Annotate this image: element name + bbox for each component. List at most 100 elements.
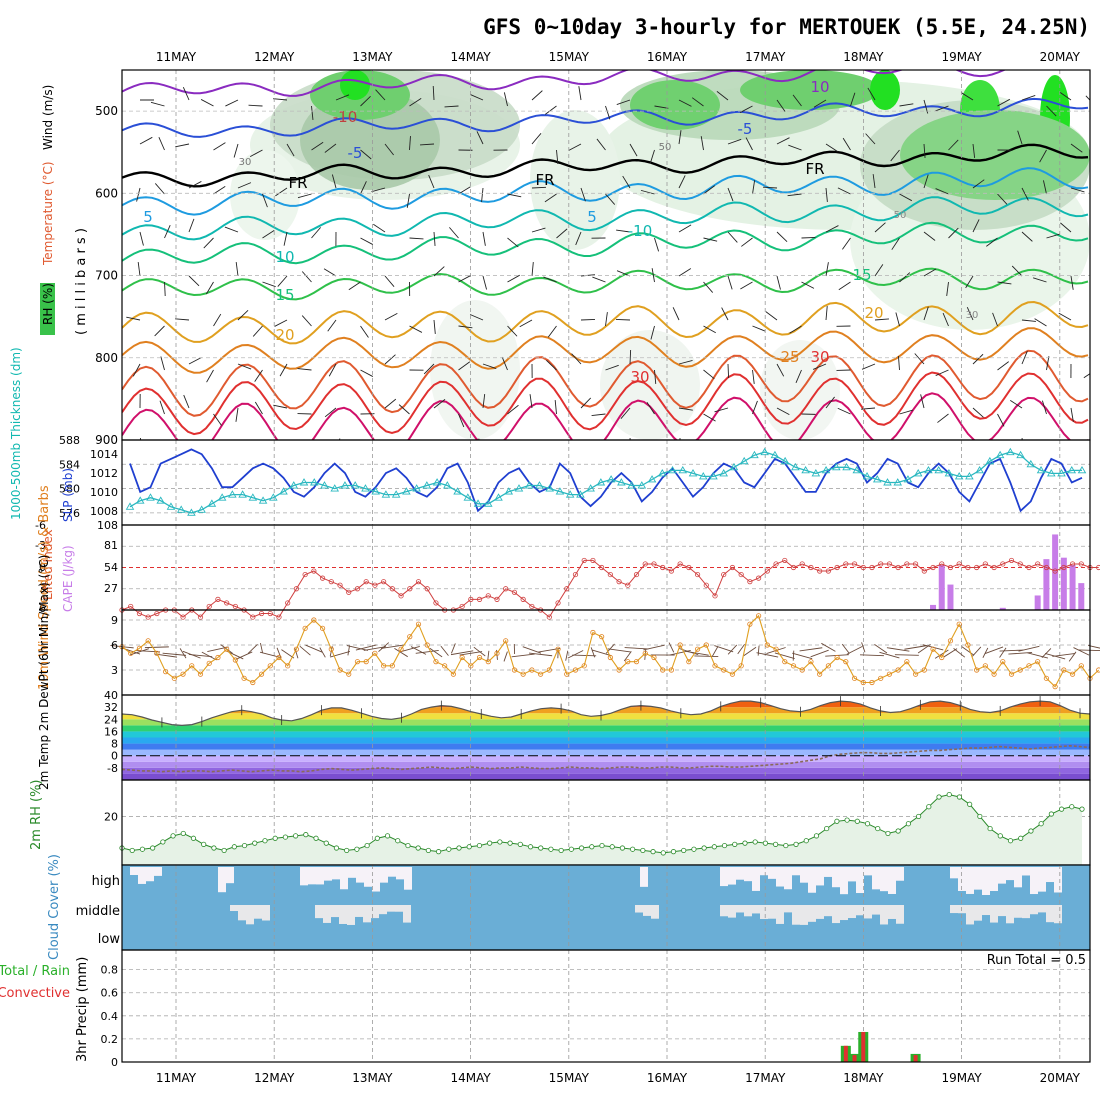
tick-label: low xyxy=(98,932,121,947)
cloud-high xyxy=(990,867,998,891)
wind-barb xyxy=(802,237,816,238)
rh-point xyxy=(824,826,828,830)
cloud-high xyxy=(872,867,880,889)
tick-label: 108 xyxy=(97,519,118,532)
rh-point xyxy=(467,845,471,849)
cloud-middle xyxy=(998,905,1006,916)
rh-point xyxy=(896,829,900,833)
temp-band xyxy=(122,744,1090,750)
cloud-middle xyxy=(1030,905,1038,914)
legend-convective: Convective xyxy=(0,986,70,1001)
rh-point xyxy=(344,848,348,852)
cloud-high xyxy=(974,867,982,890)
rh-point xyxy=(804,839,808,843)
ylabel-cape: CAPE (J/kg) xyxy=(61,545,75,612)
rh-point xyxy=(712,845,716,849)
wind-barb xyxy=(793,651,794,661)
rh-point xyxy=(549,847,553,851)
rh-shading-high xyxy=(340,70,370,100)
rh-point xyxy=(528,845,532,849)
cloud-middle xyxy=(800,905,808,925)
cloud-high xyxy=(316,867,324,884)
tick-label: 32 xyxy=(104,701,118,714)
contour-label: FR xyxy=(288,174,307,192)
rh-point xyxy=(773,842,777,846)
cloud-high xyxy=(736,867,744,880)
tick-label: 600 xyxy=(95,186,118,200)
tick-label: 0 xyxy=(111,1056,118,1069)
tick-label: 40 xyxy=(104,689,118,702)
date-label-top: 18MAY xyxy=(843,50,884,64)
cloud-middle xyxy=(651,905,659,919)
tick-label: 0.6 xyxy=(101,987,119,1000)
rh-point xyxy=(641,848,645,852)
date-label-top: 15MAY xyxy=(549,50,590,64)
tick-label: -8 xyxy=(107,762,118,775)
tick-label: 81 xyxy=(104,539,118,552)
date-label-bottom: 20MAY xyxy=(1040,1071,1081,1085)
contour-label: 50 xyxy=(659,142,672,153)
rh-point xyxy=(406,843,410,847)
rh-point xyxy=(559,848,563,852)
cloud-middle xyxy=(387,905,395,912)
wind-barb xyxy=(630,350,631,364)
tick-label: 24 xyxy=(104,713,118,726)
cloud-middle xyxy=(856,905,864,915)
cloud-high xyxy=(364,867,372,887)
cloud-high xyxy=(800,867,808,883)
rh-point xyxy=(222,848,226,852)
chart-title: GFS 0~10day 3-hourly for MERTOUEK (5.5E,… xyxy=(483,15,1090,39)
wind-barb xyxy=(581,319,595,320)
contour-label: 15 xyxy=(852,266,871,284)
cloud-high xyxy=(1038,867,1046,892)
cloud-high xyxy=(958,867,966,891)
rh-point xyxy=(487,841,491,845)
cloud-high xyxy=(840,867,848,894)
cloud-middle xyxy=(832,905,840,923)
cloud-middle xyxy=(872,905,880,915)
cloud-middle xyxy=(720,905,728,916)
rh-point xyxy=(385,834,389,838)
cloud-middle xyxy=(816,905,824,919)
cloud-high xyxy=(966,867,974,894)
ylabel-wind: Wind (m/s) xyxy=(41,85,55,150)
rh-point xyxy=(794,842,798,846)
cloud-high xyxy=(760,867,768,875)
cloud-high xyxy=(720,867,728,886)
date-label-bottom: 18MAY xyxy=(843,1071,884,1085)
rh-point xyxy=(814,834,818,838)
cloud-middle xyxy=(888,905,896,919)
rh-point xyxy=(763,841,767,845)
cloud-middle xyxy=(1054,905,1062,923)
rh-point xyxy=(590,845,594,849)
cloud-high xyxy=(372,867,380,892)
cloud-middle xyxy=(950,905,958,913)
contour-label: 10 xyxy=(810,78,829,96)
cloud-high xyxy=(130,867,138,875)
rh-point xyxy=(324,841,328,845)
rh-point xyxy=(620,846,624,850)
cloud-middle xyxy=(1014,905,1022,918)
cloud-high xyxy=(1046,867,1054,882)
cloud-middle xyxy=(982,905,990,915)
cloud-high xyxy=(348,867,356,878)
rh-point xyxy=(161,840,165,844)
rh-point xyxy=(171,834,175,838)
cloud-middle xyxy=(966,905,974,924)
cloud-middle xyxy=(880,905,888,924)
cloud-high xyxy=(998,867,1006,884)
cloud-middle xyxy=(744,905,752,916)
rh-point xyxy=(671,849,675,853)
temp-band xyxy=(122,774,1090,780)
cloud-middle xyxy=(1006,905,1014,923)
cloud-middle xyxy=(760,905,768,919)
date-label-bottom: 12MAY xyxy=(254,1071,295,1085)
rh-point xyxy=(937,795,941,799)
date-label-bottom: 13MAY xyxy=(352,1071,393,1085)
rh-point xyxy=(600,843,604,847)
cloud-middle xyxy=(974,905,982,921)
cloud-middle xyxy=(808,905,816,922)
rh-point xyxy=(212,846,216,850)
cloud-middle xyxy=(958,905,966,913)
